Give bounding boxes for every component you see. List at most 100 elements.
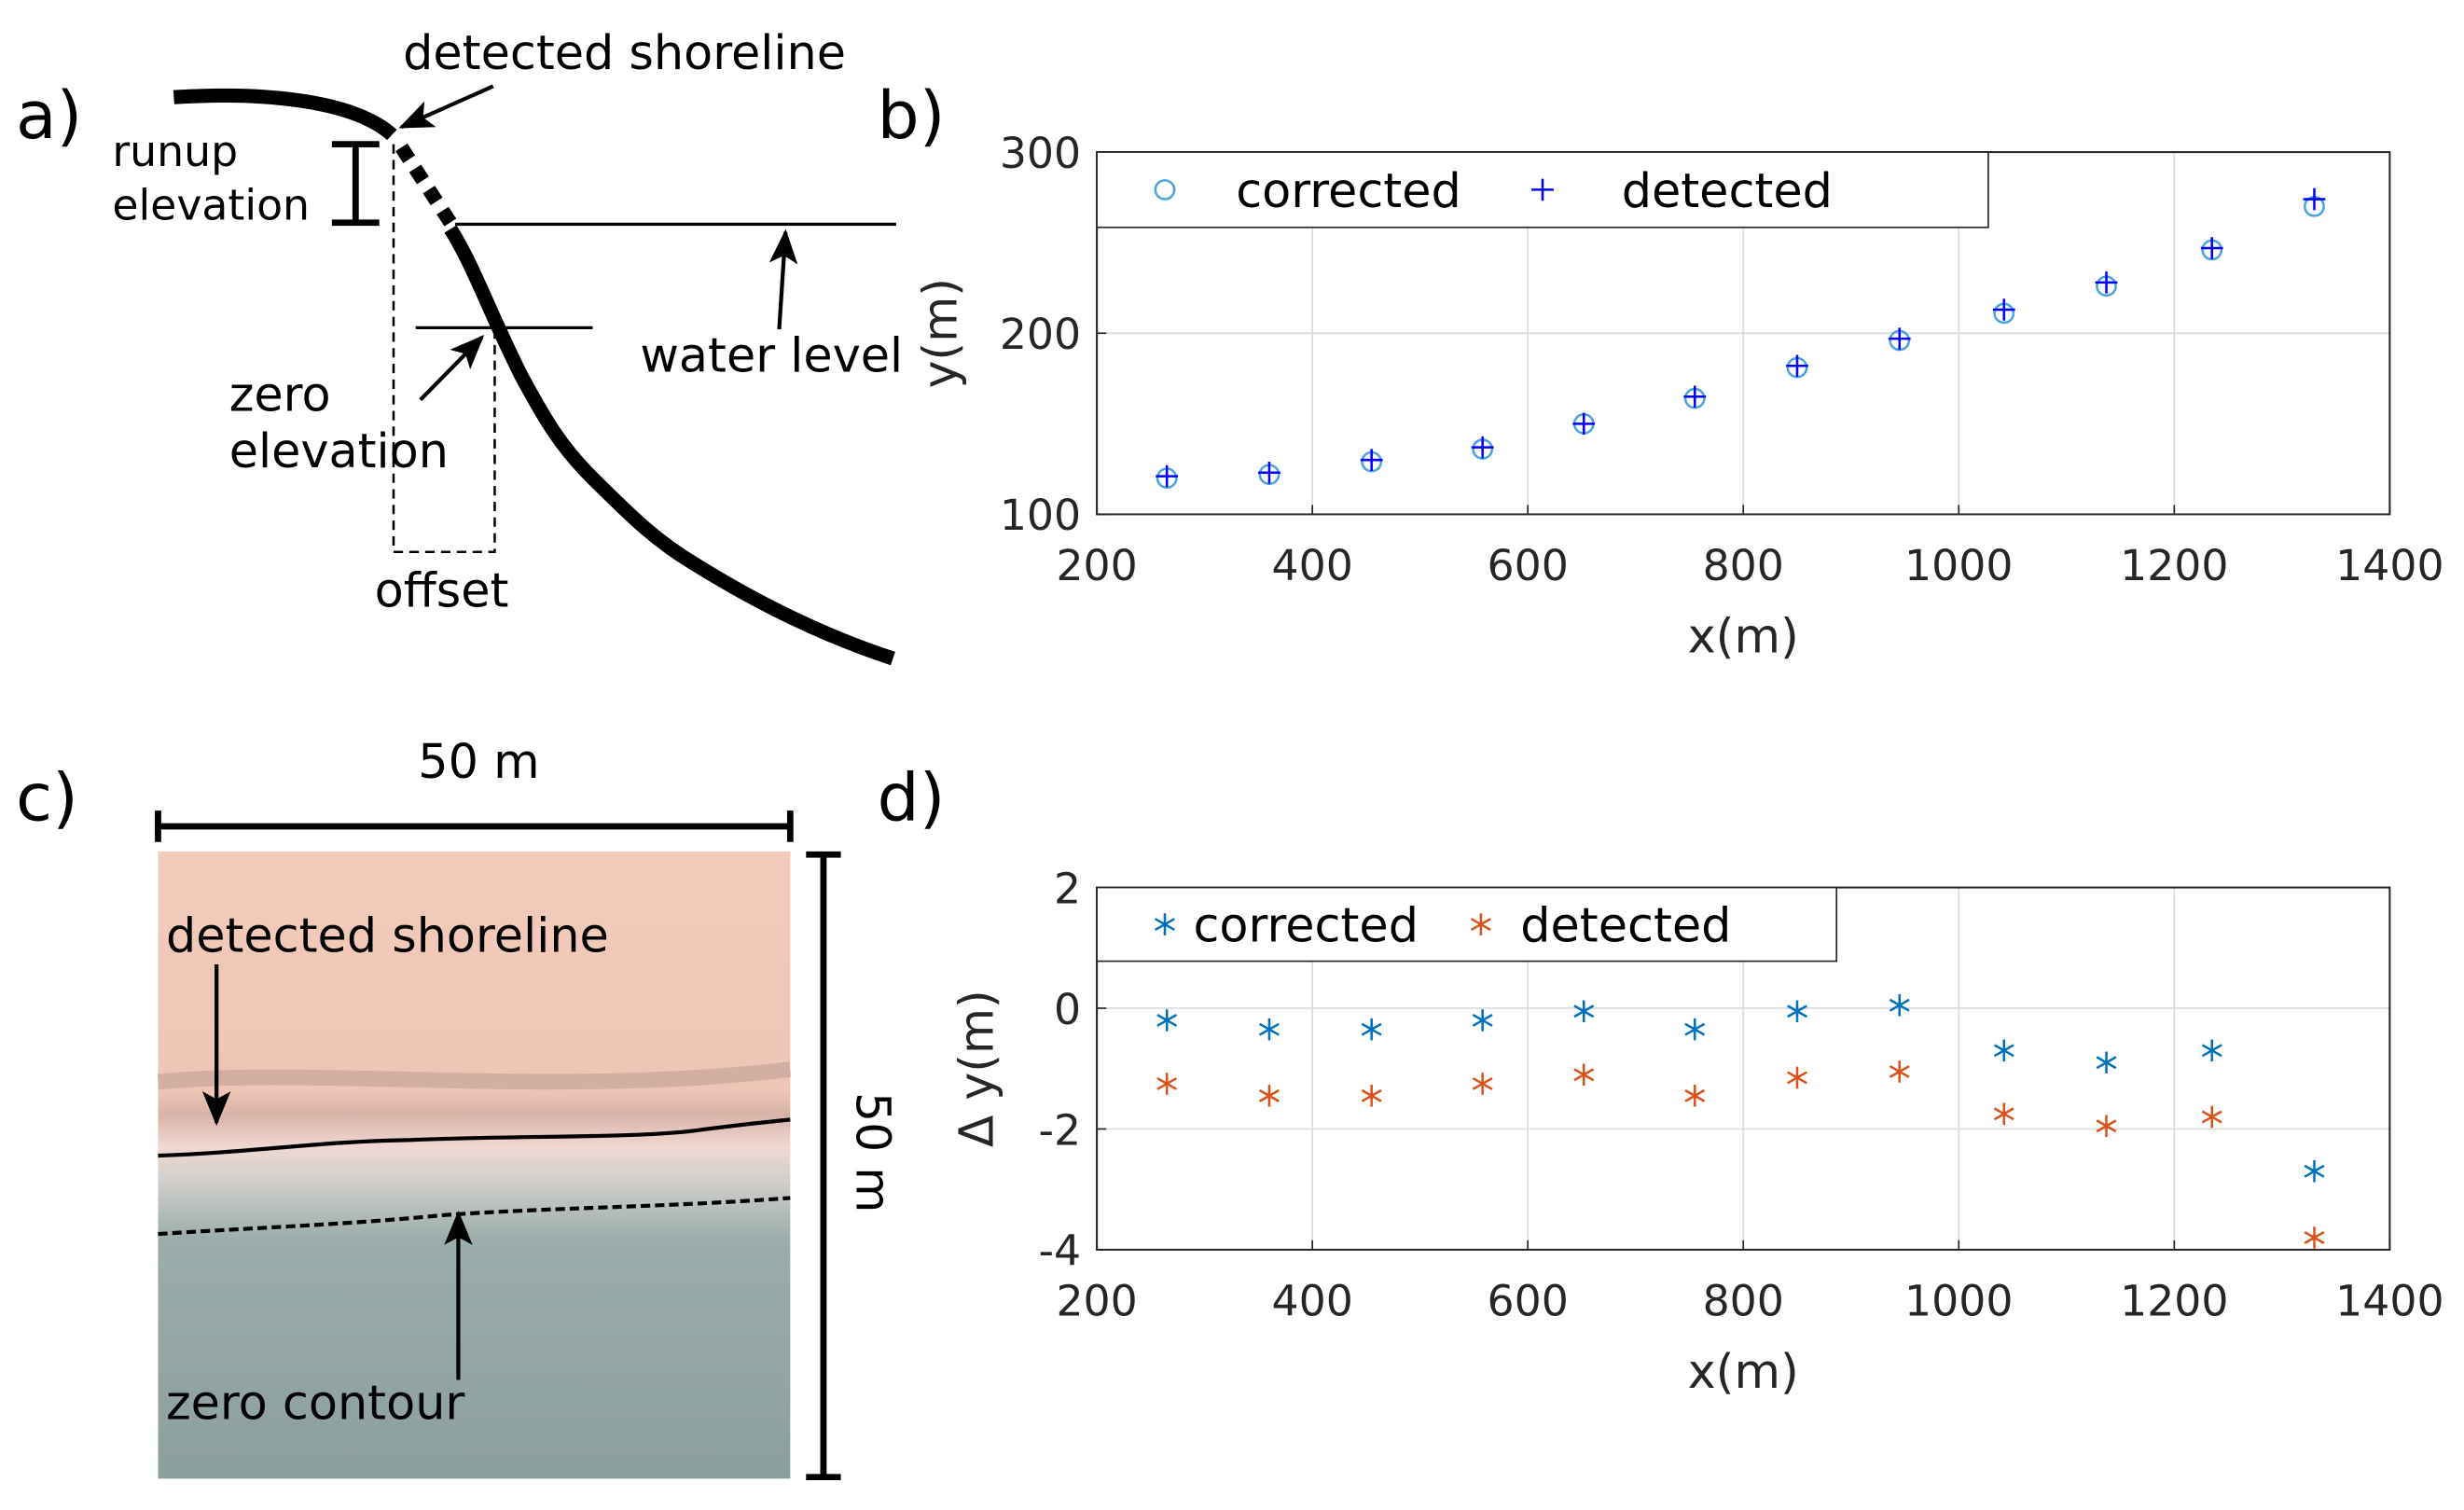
marker-shape bbox=[1684, 1085, 1706, 1107]
data-point bbox=[2304, 1226, 2325, 1249]
marker-shape bbox=[1361, 1018, 1382, 1041]
arrow bbox=[419, 335, 485, 402]
x-tick-label: 1400 bbox=[2335, 1277, 2443, 1326]
panel-c: c) 50 m 50 m detected shoreline zero con… bbox=[16, 734, 901, 1481]
panel-a: a) detected shoreline runup elevation wa… bbox=[16, 25, 903, 666]
data-point bbox=[1573, 1063, 1595, 1086]
marker-shape bbox=[1361, 1085, 1382, 1107]
legend-marker bbox=[1531, 178, 1554, 201]
label: elevation bbox=[112, 181, 310, 230]
x-tick-label: 600 bbox=[1488, 1277, 1569, 1326]
marker-shape bbox=[1573, 1063, 1595, 1086]
label: detected shoreline bbox=[403, 25, 846, 80]
shoreline bbox=[158, 1117, 791, 1158]
x-axis-label: x(m) bbox=[1688, 1344, 1799, 1399]
runup-bracket bbox=[331, 141, 380, 227]
marker-shape bbox=[2096, 1115, 2117, 1137]
label: detected shoreline bbox=[166, 908, 609, 963]
x-tick-label: 1200 bbox=[2120, 541, 2228, 590]
profile bbox=[444, 225, 895, 666]
x-tick-label: 1400 bbox=[2335, 541, 2443, 590]
data-point bbox=[1156, 1073, 1178, 1095]
data-point bbox=[1360, 449, 1383, 471]
data-point bbox=[1156, 1009, 1178, 1032]
x-tick-label: 800 bbox=[1703, 1277, 1784, 1326]
data-point bbox=[2096, 1115, 2117, 1137]
legend-label: detected bbox=[1520, 898, 1731, 953]
marker-shape bbox=[1684, 1018, 1706, 1041]
marker-shape bbox=[1472, 1073, 1493, 1095]
x-tick-label: 200 bbox=[1056, 541, 1137, 590]
marker-shape bbox=[1786, 354, 1808, 377]
marker-shape bbox=[1787, 1066, 1807, 1089]
label: 50 m bbox=[418, 734, 539, 789]
data-point bbox=[1993, 1102, 2014, 1126]
scale-bar bbox=[155, 810, 794, 842]
data-point bbox=[1889, 1060, 1910, 1083]
x-tick-label: 1000 bbox=[1904, 541, 2013, 590]
offset-box bbox=[392, 144, 496, 554]
y-tick-label: 200 bbox=[1000, 310, 1081, 359]
data-point bbox=[1573, 1000, 1595, 1023]
data-point bbox=[1683, 385, 1707, 408]
legend-marker bbox=[1470, 913, 1491, 935]
marker-shape bbox=[1572, 412, 1596, 436]
marker-shape bbox=[1258, 1085, 1280, 1107]
x-tick-label: 400 bbox=[1271, 1277, 1352, 1326]
legend-label: detected bbox=[1622, 163, 1833, 218]
data-point bbox=[1684, 1018, 1706, 1041]
marker-shape bbox=[1470, 913, 1491, 935]
data-point bbox=[2096, 1051, 2117, 1074]
legend-label: corrected bbox=[1193, 898, 1419, 953]
marker-shape bbox=[2096, 1051, 2117, 1074]
marker-shape bbox=[1156, 464, 1179, 488]
data-point bbox=[1787, 1000, 1807, 1023]
data-point bbox=[1993, 1039, 2014, 1062]
legend-box bbox=[1096, 886, 1838, 963]
data-point bbox=[1786, 354, 1808, 377]
panel-label: c) bbox=[16, 759, 78, 837]
data-point bbox=[1888, 327, 1911, 350]
profile-dotted bbox=[395, 143, 457, 227]
arrow bbox=[398, 84, 494, 130]
marker-shape bbox=[1683, 385, 1707, 408]
marker-shape bbox=[2200, 237, 2223, 259]
data-point bbox=[1889, 994, 1910, 1017]
marker-shape bbox=[1471, 436, 1494, 459]
label: runup bbox=[112, 127, 238, 176]
x-tick-label: 600 bbox=[1488, 541, 1569, 590]
marker-shape bbox=[1156, 1009, 1178, 1032]
data-point bbox=[2095, 271, 2118, 294]
marker-shape bbox=[1360, 449, 1383, 471]
marker-shape bbox=[1154, 179, 1176, 201]
marker-shape bbox=[1258, 1018, 1280, 1041]
marker-shape bbox=[1787, 1000, 1807, 1023]
data-point bbox=[1156, 464, 1179, 488]
data-point bbox=[1471, 436, 1494, 459]
y-axis-label: Δ y(m) bbox=[948, 990, 1004, 1147]
marker-shape bbox=[2304, 1160, 2325, 1183]
arrow bbox=[768, 229, 798, 330]
label: water level bbox=[640, 328, 903, 383]
y-tick-label: 0 bbox=[1054, 985, 1081, 1034]
label: elevation bbox=[229, 423, 449, 478]
data-point bbox=[2201, 1105, 2222, 1129]
x-tick-label: 200 bbox=[1056, 1277, 1137, 1326]
data-point bbox=[2200, 237, 2223, 259]
panel-label: a) bbox=[16, 76, 82, 154]
data-point bbox=[1992, 298, 2015, 321]
data-point bbox=[1258, 1085, 1280, 1107]
marker-shape bbox=[1992, 298, 2015, 321]
marker-shape bbox=[1258, 462, 1280, 484]
data-point bbox=[1258, 462, 1280, 484]
y-tick-label: -2 bbox=[1039, 1105, 1082, 1155]
legend-label: corrected bbox=[1236, 163, 1461, 218]
marker-shape bbox=[2303, 187, 2326, 211]
photo-texture bbox=[157, 1061, 792, 1090]
data-point bbox=[1572, 412, 1596, 436]
marker-shape bbox=[1531, 178, 1554, 201]
panel-label: b) bbox=[878, 76, 946, 154]
marker-shape bbox=[1888, 327, 1911, 350]
x-tick-label: 800 bbox=[1703, 541, 1784, 590]
